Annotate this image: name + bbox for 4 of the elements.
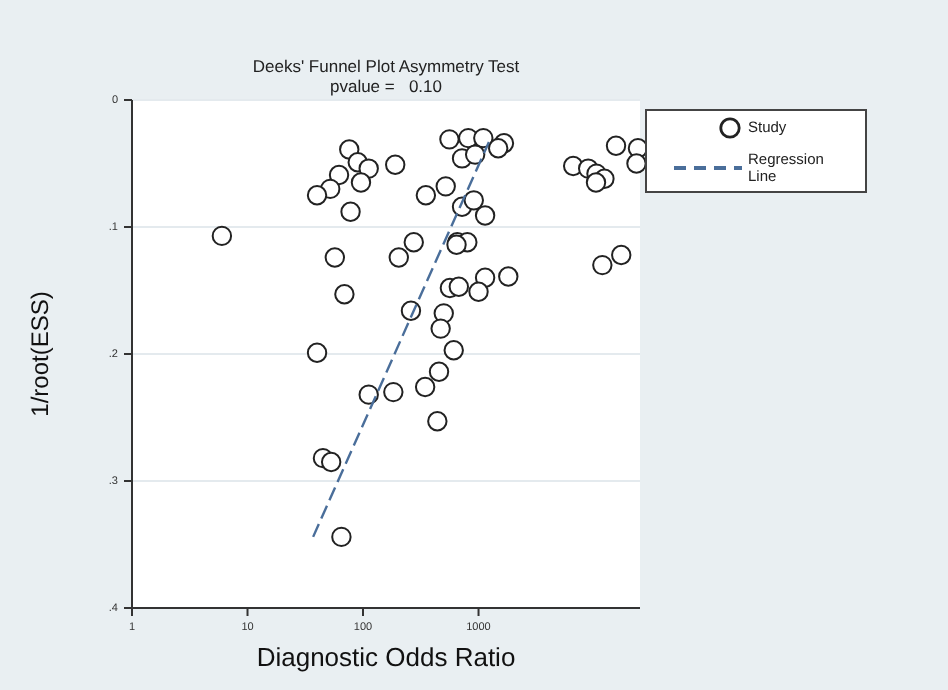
chart-title: Deeks' Funnel Plot Asymmetry Test	[252, 56, 521, 76]
x-axis-title: Diagnostic Odds Ratio	[256, 642, 516, 672]
chart-subtitle: pvalue = 0.10	[329, 76, 443, 96]
y-axis-title: 1/root(ESS)	[26, 291, 54, 417]
